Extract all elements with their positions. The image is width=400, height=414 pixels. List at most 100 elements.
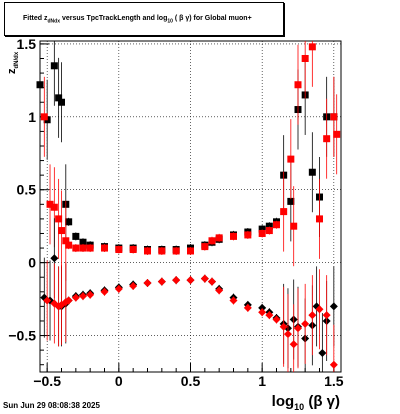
data-point-square: [46, 200, 54, 208]
data-point-square: [58, 227, 65, 235]
data-point-square: [308, 168, 316, 176]
data-point-diamond: [100, 287, 109, 296]
data-point-diamond: [329, 302, 338, 311]
axis-ticks: [40, 43, 335, 372]
data-point-diamond: [258, 308, 267, 317]
y-tick-label: 1.5: [17, 36, 37, 52]
data-point-diamond: [79, 292, 87, 301]
data-point-diamond: [265, 311, 274, 320]
grid-lines: [40, 41, 341, 372]
title-sub2: 10: [167, 18, 173, 25]
data-point-square: [265, 222, 273, 230]
data-point-diamond: [71, 293, 80, 302]
data-point-diamond: [294, 324, 302, 333]
data-point-square: [323, 135, 331, 143]
data-point-diamond: [329, 360, 338, 369]
data-point-diamond: [229, 296, 238, 305]
data-point-square: [115, 246, 123, 254]
data-point-square: [79, 244, 87, 252]
y-tick-label: 0.5: [17, 182, 37, 198]
data-point-diamond: [318, 349, 327, 358]
data-point-diamond: [129, 281, 138, 290]
ylabel-main: z: [6, 68, 18, 75]
xlabel-main: log: [271, 393, 295, 410]
data-point-square: [230, 232, 237, 240]
data-point-diamond: [157, 277, 166, 286]
data-point-square: [330, 113, 338, 121]
data-point-diamond: [272, 315, 281, 324]
data-point-square: [280, 208, 288, 216]
y-tick-label: 1: [28, 109, 36, 125]
data-point-square: [333, 130, 341, 138]
data-point-square: [187, 247, 194, 255]
data-point-diamond: [172, 276, 181, 285]
x-tick-label: 0: [115, 373, 123, 389]
ylabel-sub: dN/dx: [14, 51, 21, 69]
title-main: Fitted z: [23, 15, 48, 22]
chart-title: Fitted zdNdx versus TpcTrackLength and l…: [23, 15, 252, 24]
timestamp: Sun Jun 29 08:08:38 2025: [3, 401, 100, 410]
data-point-diamond: [64, 296, 73, 305]
data-point-square: [287, 197, 295, 205]
data-point-diamond: [289, 340, 298, 349]
data-point-square: [65, 241, 73, 249]
data-point-square: [65, 218, 73, 226]
data-point-diamond: [322, 311, 331, 320]
data-point-square: [50, 203, 58, 211]
tick-labels: −0.5 0 0.5 1 1.5 −0.5 0 0.5 1 1.5: [8, 36, 343, 389]
data-point-square: [208, 237, 216, 245]
data-point-square: [58, 98, 65, 106]
x-tick-label: 1.5: [324, 373, 344, 389]
title-rest: versus TpcTrackLength and log: [60, 15, 168, 22]
data-point-square: [40, 113, 48, 121]
y-axis-label: zdN/dx: [6, 52, 20, 74]
data-point-square: [55, 94, 63, 102]
data-point-square: [86, 244, 94, 252]
data-point-square: [55, 215, 63, 223]
data-point-diamond: [283, 330, 292, 339]
data-points: [36, 41, 341, 372]
data-point-square: [301, 54, 309, 62]
data-point-diamond: [215, 286, 224, 295]
data-point-diamond: [50, 254, 59, 263]
title-tail: ( β γ) for Global muon+: [172, 15, 252, 22]
data-point-diamond: [86, 290, 95, 299]
x-tick-label: 0.5: [181, 373, 201, 389]
data-point-square: [50, 62, 58, 70]
title-sub: dNdx: [47, 18, 61, 25]
data-point-diamond: [315, 305, 324, 314]
data-point-diamond: [186, 276, 195, 285]
data-point-square: [172, 247, 180, 255]
y-tick-label: 0: [28, 255, 36, 271]
data-point-diamond: [143, 279, 152, 288]
data-point-square: [316, 215, 323, 223]
data-point-square: [287, 155, 295, 163]
y-tick-label: −0.5: [8, 328, 36, 344]
data-point-diamond: [301, 319, 310, 328]
data-point-diamond: [308, 311, 317, 320]
data-point-square: [72, 244, 80, 252]
data-point-diamond: [279, 322, 288, 331]
x-tick-label: 1: [258, 373, 266, 389]
data-point-square: [290, 222, 298, 230]
data-point-square: [101, 244, 108, 252]
data-point-square: [258, 229, 266, 237]
data-point-square: [36, 81, 44, 89]
xlabel-sub: 10: [294, 402, 305, 412]
data-point-square: [158, 247, 166, 255]
data-point-diamond: [200, 274, 209, 283]
data-point-diamond: [243, 303, 252, 312]
data-point-square: [62, 237, 70, 245]
x-tick-label: −0.5: [33, 373, 61, 389]
title-box: Fitted zdNdx versus TpcTrackLength and l…: [4, 2, 284, 36]
data-point-square: [215, 234, 223, 242]
data-point-square: [79, 238, 87, 246]
data-point-square: [129, 246, 137, 254]
data-point-diamond: [258, 303, 267, 312]
data-point-diamond: [114, 284, 123, 293]
xlabel-tail: (β γ): [304, 393, 340, 410]
data-point-square: [308, 43, 316, 51]
data-point-diamond: [208, 277, 216, 286]
data-point-square: [258, 225, 266, 233]
